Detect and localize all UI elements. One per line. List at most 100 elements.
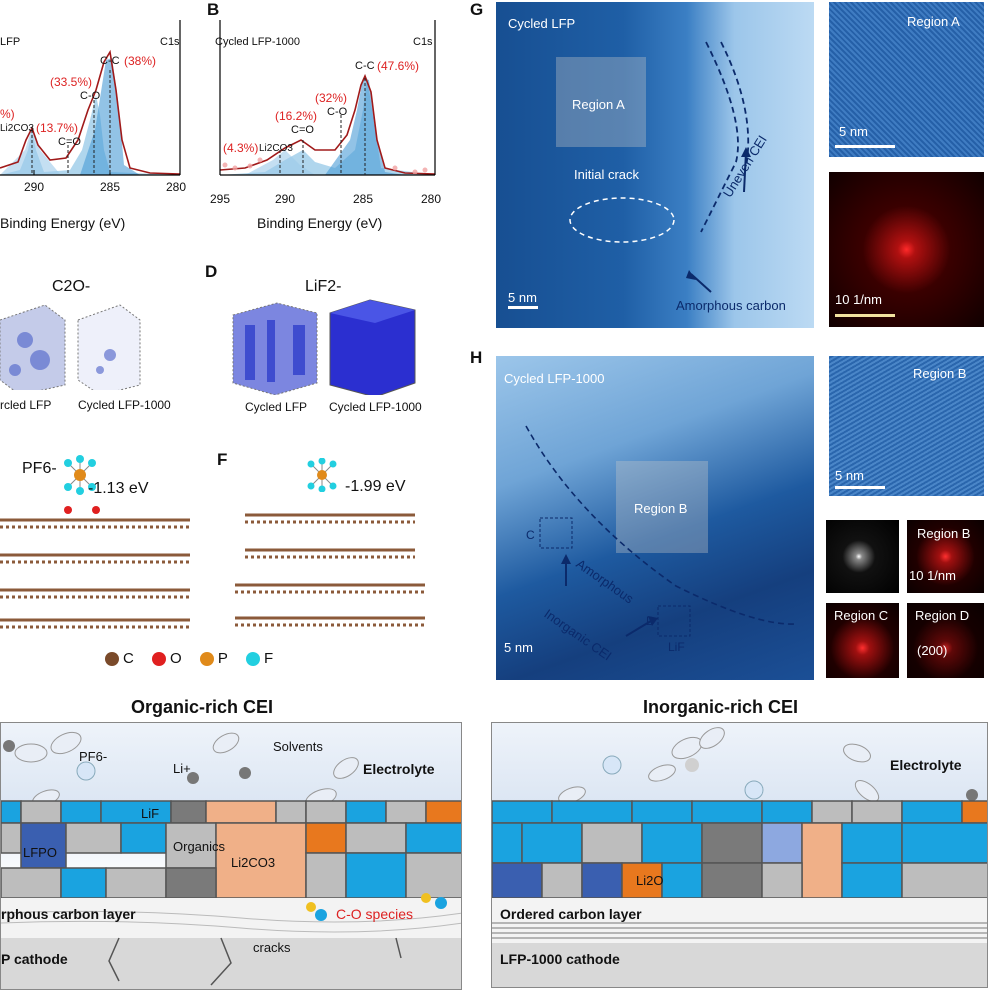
right-schematic: Electrolyte Li2O Ordered carbon layer LF… [491,722,988,988]
region-b-box [616,461,708,553]
panel-c-cubes [0,304,141,390]
peak-pct: (38%) [124,54,157,68]
panel-a-sample: LFP [0,36,21,48]
region-a-inset: Region A 5 nm [829,2,984,157]
panel-d-title: LiF2- [305,278,342,295]
legend-item: F [246,650,273,667]
inset-region-b-label: Region B [913,366,967,381]
fft-b-scale: 10 1/nm [909,568,956,583]
panel-b-xtick: 280 [421,192,442,206]
panel-a-xlabel: Binding Energy (eV) [0,215,126,231]
pf6-molecule-icon [64,455,96,495]
region-a-fft: 10 1/nm [829,172,984,327]
cathode-label: P cathode [1,951,68,967]
peak-pct: (32%) [315,91,348,105]
panel-c-label: Cycled LFP-1000 [78,398,171,412]
peak-label: C-C [100,55,120,67]
co-species-label: C-O species [336,906,414,922]
peak-pct: (13.7%) [36,121,79,135]
panel-a: LFP C1s 290 285 280 Binding Energy (eV) … [0,0,200,240]
panel-d: D LiF2- Cycled LFP Cycled LFP-1000 [205,262,445,420]
crack-label: Initial crack [574,167,640,182]
li-label: Li+ [173,761,191,776]
panel-f: F -1.99 eV [215,450,445,650]
panel-a-orbital: C1s [160,36,180,48]
panel-e-graphite [0,506,190,629]
saed-pattern [826,520,899,593]
pf6-molecule-icon [307,458,337,492]
region-b-fft: Region B 10 1/nm [907,520,984,593]
right-schematic-title: Inorganic-rich CEI [643,697,799,717]
left-schematic-graphic [1,731,461,989]
region-d-fft: Region D (200) [907,603,984,678]
panel-c-title: C2O- [52,278,91,295]
oxygen-atom-icon [152,652,167,667]
pf6-label: PF6- [79,749,108,764]
peak-label: C=O [58,136,81,148]
region-c-fft: Region C [826,603,899,678]
peak-label: C-O [327,106,348,118]
scale-bar [835,314,895,317]
region-c-marker: C [526,528,535,542]
region-d-marker: D [646,614,655,628]
peak-pct: (33.5%) [50,75,93,89]
organics-label: Organics [173,839,226,854]
panel-h-tem-image: Cycled LFP-1000 Region B C D Amorphous I… [496,356,814,680]
peak-pct: %) [0,107,15,121]
region-a-box [556,57,646,147]
left-schematic-title: Organic-rich CEI [131,697,274,717]
panel-b-orbital: C1s [413,36,433,48]
li2co3-label: Li2CO3 [231,855,276,870]
panel-f-letter: F [217,450,228,469]
fluorine-atom-icon [246,652,261,667]
panel-d-letter: D [205,262,218,281]
atom-legend: C O P F [105,650,273,667]
amorphous-carbon-label: Amorphous carbon [676,298,786,313]
panel-h-annotations [525,425,797,637]
lif-label: LiF [141,806,160,821]
panel-g-scale: 5 nm [508,290,537,305]
cathode-label: LFP-1000 cathode [500,951,620,967]
panel-g-title: Cycled LFP [508,16,576,31]
fft-scale: 10 1/nm [835,292,882,307]
scale-bar [835,486,885,489]
right-schematic-graphic [492,727,987,987]
panel-b-xtick: 290 [275,192,296,206]
peak-label: C-O [80,90,101,102]
panel-d-cubes [232,299,416,395]
panel-g-tem-image: Cycled LFP Region A Initial crack Uneven… [496,2,814,328]
lif-label: LiF [668,640,685,654]
panel-b-xtick: 295 [210,192,231,206]
panel-e-energy: -1.13 eV [88,480,149,497]
electrolyte-label: Electrolyte [890,757,962,773]
carbon-atom-icon [105,652,119,667]
panel-g-annotations [508,41,751,309]
panel-f-graphite [235,513,425,627]
panel-h-scale: 5 nm [504,640,533,655]
panel-b-spectrum [219,20,436,176]
fft-c-label: Region C [834,608,889,623]
phosphorus-atom-icon [199,652,214,667]
panel-d-label: Cycled LFP-1000 [329,400,422,414]
panel-a-xtick: 285 [100,180,121,194]
panel-b: B Cycled LFP-1000 C1s 295 290 285 280 Bi… [205,0,445,240]
panel-a-xtick: 280 [166,180,187,194]
panel-b-letter: B [207,0,220,19]
cracks-label: cracks [253,940,291,955]
peak-label: Li2CO3 [0,123,34,134]
inset-scale: 5 nm [839,124,868,139]
panel-h-title: Cycled LFP-1000 [504,371,605,386]
fft-d-plane: (200) [917,643,948,658]
carbon-layer-label: rphous carbon layer [1,906,136,922]
lfpo-label: LFPO [23,845,57,860]
panel-g-letter: G [470,0,484,19]
panel-c-label: rcled LFP [0,398,52,412]
panel-e-species: PF6- [22,460,57,477]
inset-scale: 5 nm [835,468,864,483]
region-b-inset: Region B 5 nm [829,356,984,496]
electrolyte-label: Electrolyte [363,761,435,777]
peak-pct: (16.2%) [275,109,318,123]
panel-b-xtick: 285 [353,192,374,206]
region-b-label: Region B [634,501,688,516]
legend-item: C [105,650,134,667]
